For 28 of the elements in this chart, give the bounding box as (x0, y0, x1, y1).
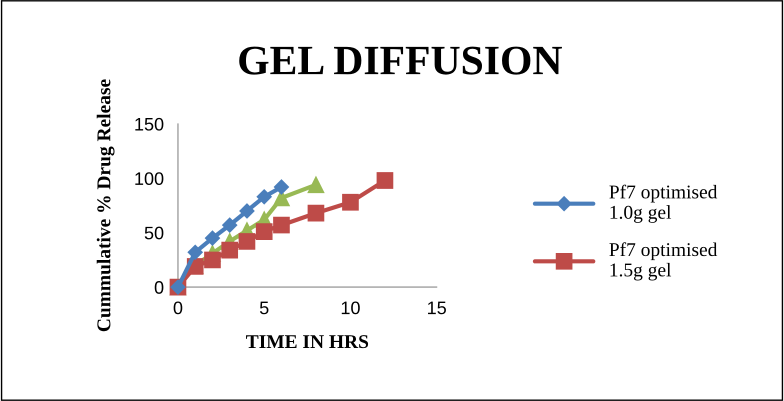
point (239, 203, 255, 219)
legend-label: Pf7 optimised 1.0g gel (609, 184, 718, 223)
x-tick-label: 0 (174, 301, 182, 314)
point (308, 176, 324, 194)
point (273, 216, 290, 234)
y-axis-title: Cummulative % Drug Release (96, 79, 115, 332)
point (256, 189, 272, 204)
chart-title: GEL DIFFUSION (239, 46, 562, 75)
point (274, 179, 290, 195)
x-tick-label: 15 (428, 302, 446, 314)
y-tick-label: 0 (154, 281, 164, 294)
point (256, 223, 273, 240)
point (221, 242, 238, 258)
point (308, 204, 324, 222)
x-tick-label: 5 (260, 302, 268, 314)
x-axis-title: TIME IN HRS (246, 335, 368, 348)
point (342, 194, 359, 211)
point (222, 218, 238, 233)
x-tick-label: 10 (342, 301, 360, 314)
y-tick-label: 150 (135, 118, 164, 131)
point (204, 230, 220, 246)
point (188, 244, 203, 260)
point (204, 252, 221, 268)
y-tick-label: 100 (135, 172, 164, 186)
y-tick-label: 50 (144, 226, 164, 240)
point (238, 233, 256, 250)
legend-label: Pf7 optimised 1.5g gel (609, 242, 718, 281)
point (376, 172, 394, 189)
